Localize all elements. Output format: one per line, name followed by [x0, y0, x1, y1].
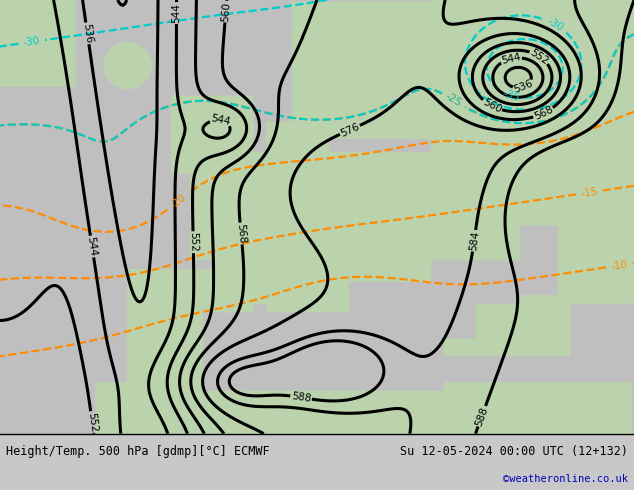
Text: 536: 536 [81, 23, 94, 44]
Text: 588: 588 [290, 391, 312, 404]
Text: Height/Temp. 500 hPa [gdmp][°C] ECMWF: Height/Temp. 500 hPa [gdmp][°C] ECMWF [6, 445, 270, 458]
Text: -35: -35 [501, 88, 521, 103]
Text: ©weatheronline.co.uk: ©weatheronline.co.uk [503, 474, 628, 484]
Text: 584: 584 [468, 230, 481, 251]
Text: Su 12-05-2024 00:00 UTC (12+132): Su 12-05-2024 00:00 UTC (12+132) [399, 445, 628, 458]
Text: -30: -30 [23, 36, 41, 48]
Text: -15: -15 [580, 186, 598, 198]
Text: 536: 536 [512, 79, 534, 96]
Text: 552: 552 [529, 47, 550, 66]
Text: 544: 544 [500, 51, 522, 66]
Text: 544: 544 [86, 236, 98, 257]
Text: -10: -10 [611, 259, 628, 271]
Text: 576: 576 [339, 121, 361, 139]
Text: 560: 560 [220, 1, 231, 22]
Text: 568: 568 [533, 104, 555, 122]
Text: 568: 568 [235, 223, 247, 244]
Text: 544: 544 [171, 3, 181, 23]
Text: 560: 560 [481, 97, 503, 115]
Text: -20: -20 [169, 193, 188, 211]
Text: 588: 588 [474, 405, 490, 427]
Text: 544: 544 [210, 113, 231, 127]
Text: -25: -25 [444, 92, 463, 109]
Text: 552: 552 [86, 412, 98, 433]
Text: -30: -30 [545, 16, 565, 33]
Text: 552: 552 [188, 232, 198, 252]
Text: -25: -25 [444, 92, 463, 109]
